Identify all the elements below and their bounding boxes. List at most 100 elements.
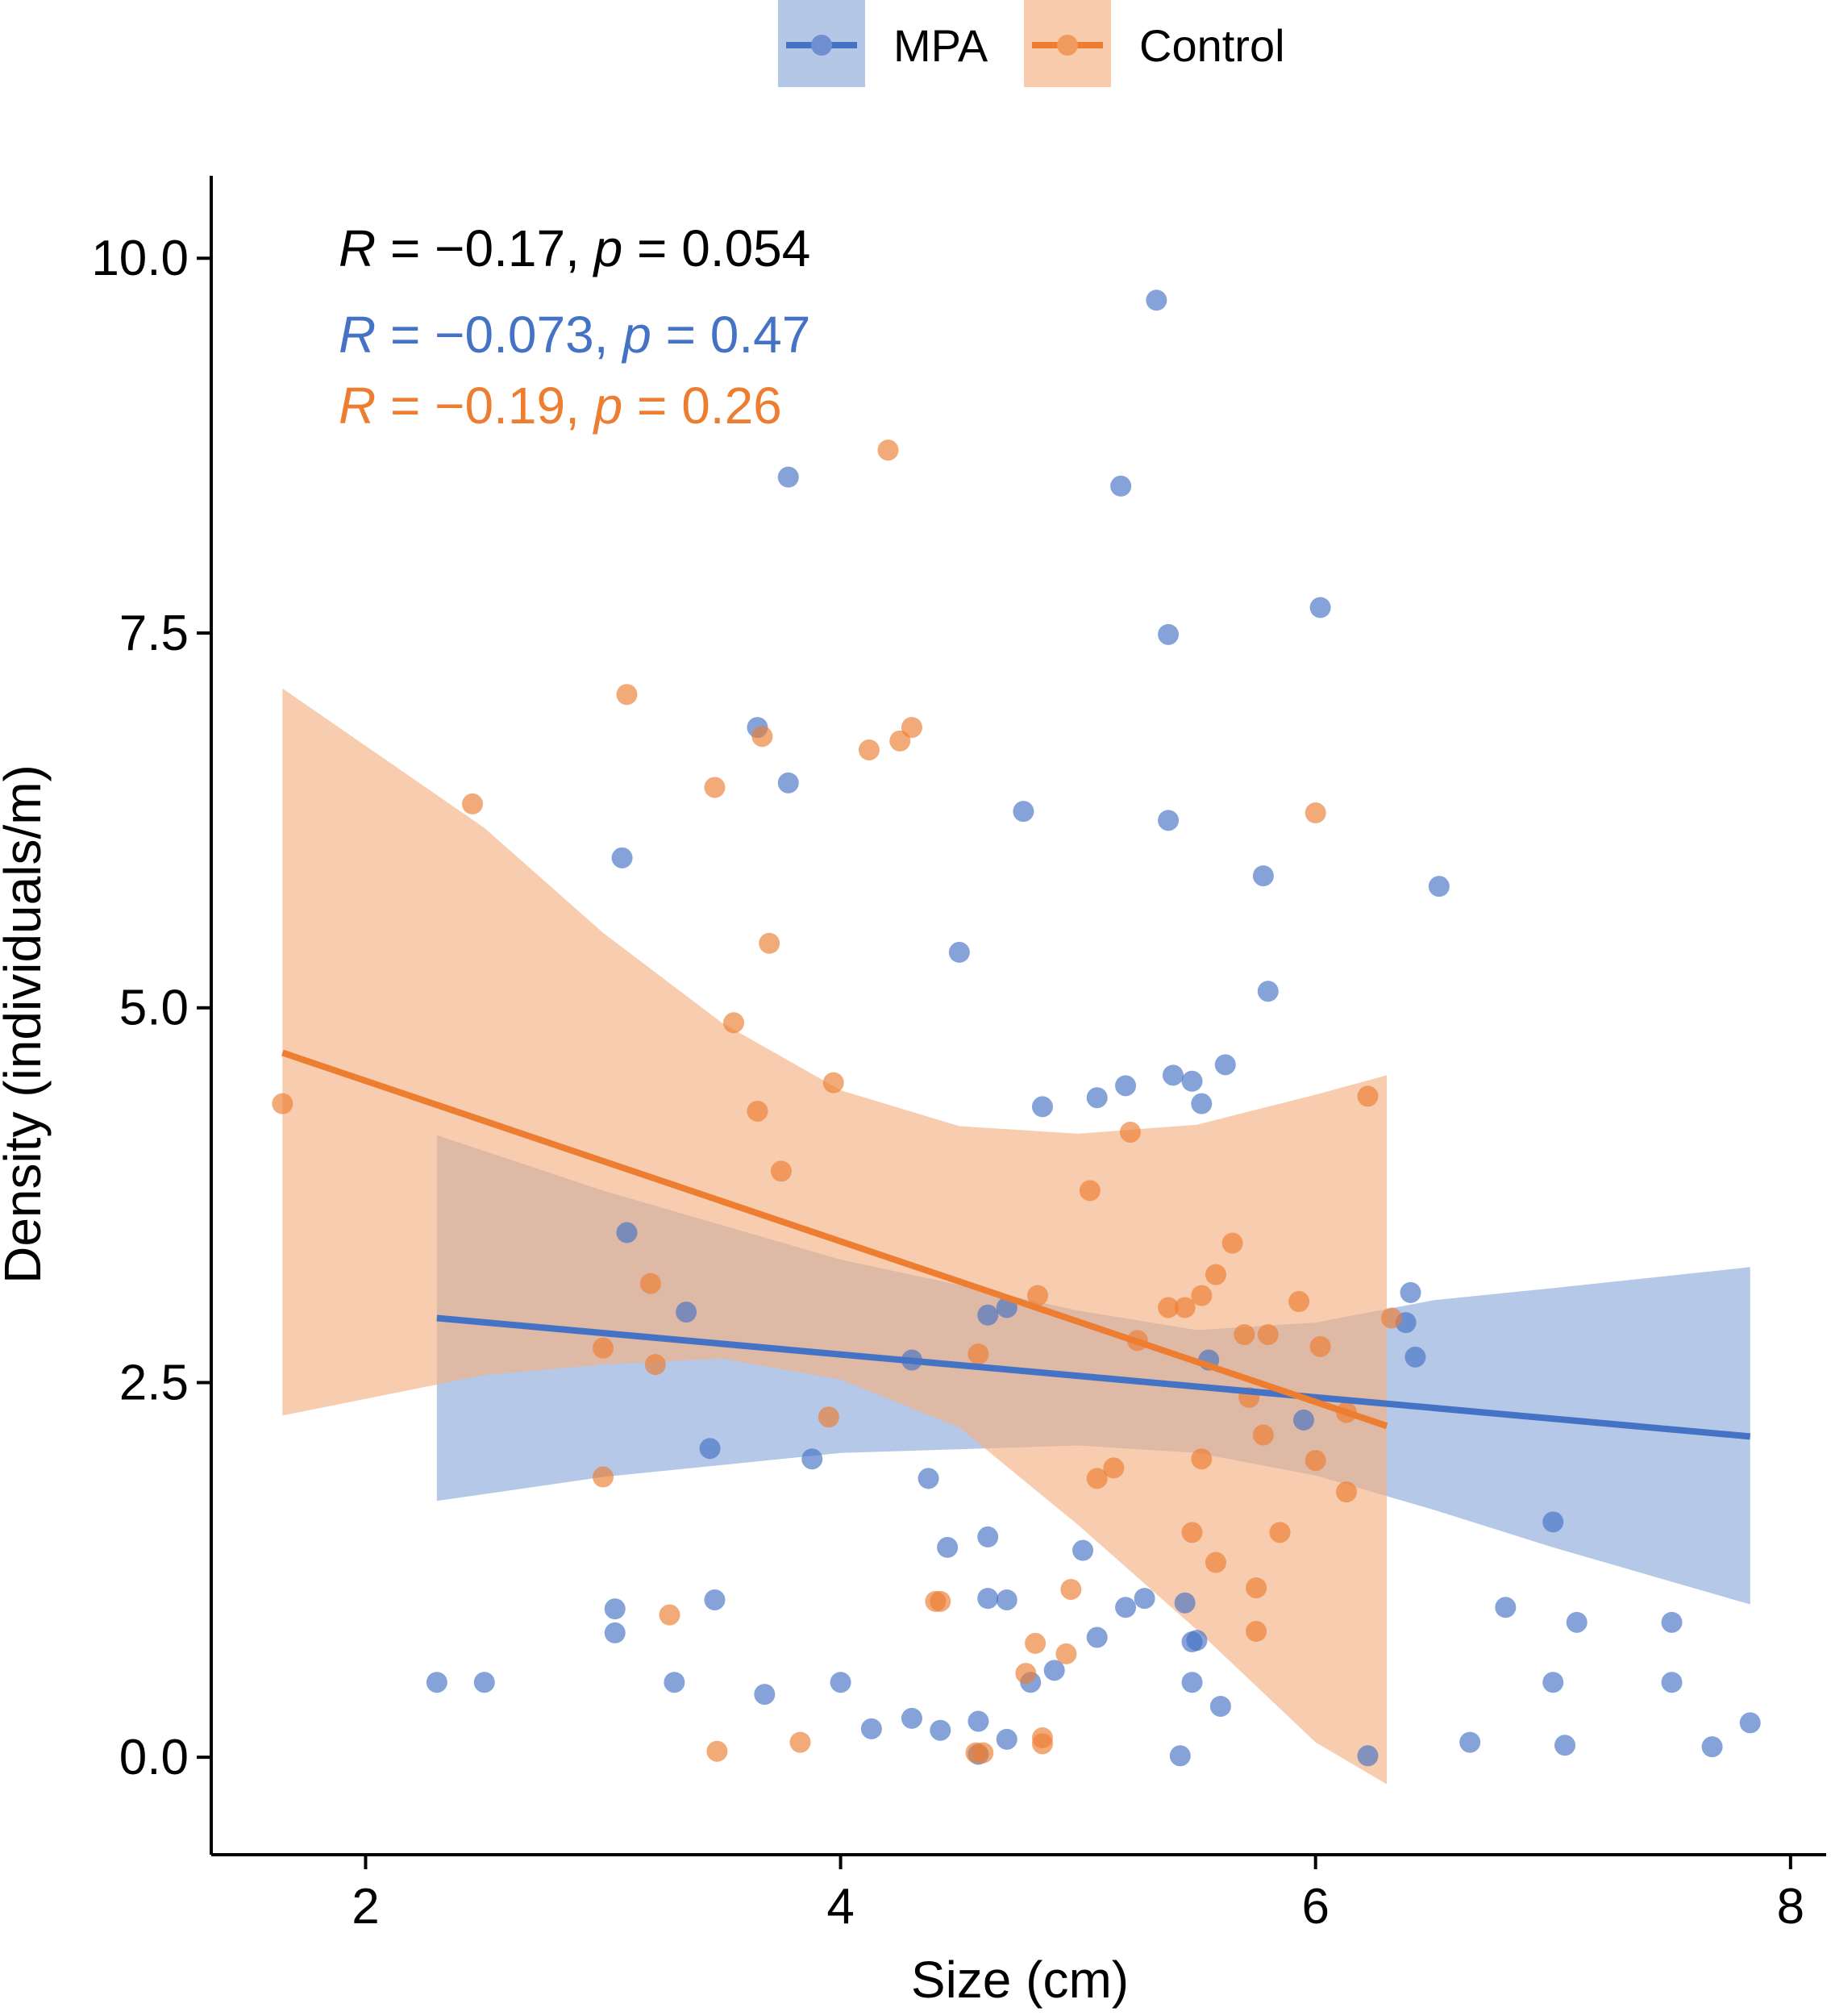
data-point-control <box>1205 1264 1226 1285</box>
fit-line-mpa <box>436 1314 1751 1440</box>
data-point-control <box>789 1731 811 1753</box>
data-point-control <box>822 1072 844 1093</box>
data-point-mpa <box>1158 623 1180 645</box>
data-point-control <box>818 1406 839 1428</box>
data-point-control <box>462 793 484 814</box>
data-point-control <box>1288 1291 1310 1313</box>
data-point-mpa <box>1043 1660 1065 1681</box>
data-point-control <box>1305 802 1326 824</box>
data-point-control <box>1015 1663 1037 1685</box>
data-point-control <box>1309 1335 1331 1357</box>
data-point-mpa <box>1169 1745 1191 1767</box>
data-point-mpa <box>777 466 799 488</box>
data-point-control <box>616 684 638 706</box>
data-point-control <box>1252 1424 1274 1446</box>
data-point-control <box>639 1272 661 1294</box>
data-point-mpa <box>977 1304 999 1326</box>
data-point-control <box>759 932 780 954</box>
data-point-control <box>1027 1285 1049 1306</box>
data-point-mpa <box>754 1684 776 1706</box>
axes: 0.0 2.5 5.0 7.5 10.0 2 4 6 8 Size (cm) Density … <box>0 176 1826 2009</box>
y-tick-label: 7.5 <box>119 606 189 661</box>
stat-control: R = −0.19, p = 0.26 <box>339 377 782 435</box>
data-point-control <box>877 439 899 461</box>
data-point-mpa <box>664 1672 685 1693</box>
data-point-control <box>1234 1323 1255 1345</box>
data-point-mpa <box>1739 1712 1761 1734</box>
data-point-control <box>1191 1285 1213 1306</box>
data-point-mpa <box>1661 1672 1683 1693</box>
data-point-control <box>1181 1522 1203 1543</box>
y-tick-label: 0.0 <box>119 1730 189 1785</box>
data-point-control <box>1221 1232 1243 1254</box>
y-tick-label: 10.0 <box>91 231 189 286</box>
data-point-mpa <box>996 1589 1017 1610</box>
data-point-mpa <box>1115 1597 1137 1618</box>
data-point-mpa <box>1554 1735 1575 1756</box>
data-point-control <box>1269 1522 1291 1543</box>
data-point-control <box>1380 1307 1402 1329</box>
data-point-control <box>901 717 922 739</box>
confidence-bands <box>282 688 1750 1785</box>
data-point-control <box>593 1337 614 1359</box>
data-point-mpa <box>1459 1731 1481 1753</box>
data-point-mpa <box>1134 1588 1155 1610</box>
data-point-control <box>1246 1577 1267 1599</box>
data-point-mpa <box>1110 475 1132 497</box>
data-point-mpa <box>948 941 970 963</box>
data-point-mpa <box>996 1728 1017 1750</box>
data-point-mpa <box>1542 1511 1564 1533</box>
data-point-mpa <box>1661 1611 1683 1633</box>
y-tick-label: 5.0 <box>119 981 189 1036</box>
x-tick-label: 8 <box>1777 1879 1804 1935</box>
y-ticks: 0.0 2.5 5.0 7.5 10.0 <box>91 231 211 1785</box>
data-point-control <box>1305 1450 1326 1472</box>
data-point-control <box>1086 1468 1108 1489</box>
data-point-mpa <box>1404 1346 1426 1368</box>
data-point-mpa <box>1072 1539 1094 1561</box>
legend-key-mpa-point <box>811 35 832 56</box>
data-point-mpa <box>860 1718 882 1739</box>
y-tick-label: 2.5 <box>119 1355 189 1410</box>
data-point-control <box>1055 1643 1077 1664</box>
y-axis-title: Density (individuals/m) <box>0 764 52 1284</box>
data-point-mpa <box>930 1719 951 1741</box>
data-point-mpa <box>1086 1627 1108 1648</box>
legend-key-control-point <box>1057 35 1078 56</box>
data-point-control <box>1246 1621 1267 1643</box>
data-point-mpa <box>1257 981 1279 1002</box>
data-point-control <box>723 1012 745 1034</box>
fit-line-control <box>281 1049 1388 1430</box>
data-point-mpa <box>1013 801 1034 823</box>
data-point-mpa <box>1209 1695 1231 1717</box>
data-point-mpa <box>1115 1075 1137 1097</box>
x-tick-label: 2 <box>352 1879 379 1935</box>
data-point-control <box>1158 1297 1180 1318</box>
data-point-mpa <box>1214 1054 1236 1076</box>
data-point-mpa <box>1158 810 1180 831</box>
data-point-control <box>747 1100 768 1122</box>
data-point-mpa <box>1252 865 1274 887</box>
stat-overall: R = −0.17, p = 0.054 <box>339 219 810 277</box>
x-tick-label: 6 <box>1301 1879 1329 1935</box>
data-point-control <box>1174 1297 1196 1318</box>
x-ticks: 2 4 6 8 <box>352 1855 1804 1935</box>
data-point-control <box>272 1093 293 1114</box>
data-point-mpa <box>1174 1592 1196 1614</box>
data-point-control <box>1119 1121 1141 1143</box>
data-point-mpa <box>604 1622 626 1643</box>
data-point-mpa <box>1181 1631 1203 1653</box>
x-tick-label: 4 <box>826 1879 854 1935</box>
legend-label-control: Control <box>1139 20 1285 71</box>
data-point-mpa <box>1031 1096 1053 1118</box>
data-point-mpa <box>1181 1672 1203 1693</box>
data-point-control <box>889 730 911 752</box>
data-point-mpa <box>777 772 799 793</box>
data-point-control <box>1060 1578 1082 1600</box>
data-point-control <box>1335 1481 1357 1503</box>
data-point-control <box>1191 1448 1213 1470</box>
data-point-control <box>972 1742 994 1764</box>
data-point-mpa <box>1495 1597 1517 1618</box>
data-point-mpa <box>426 1672 447 1693</box>
